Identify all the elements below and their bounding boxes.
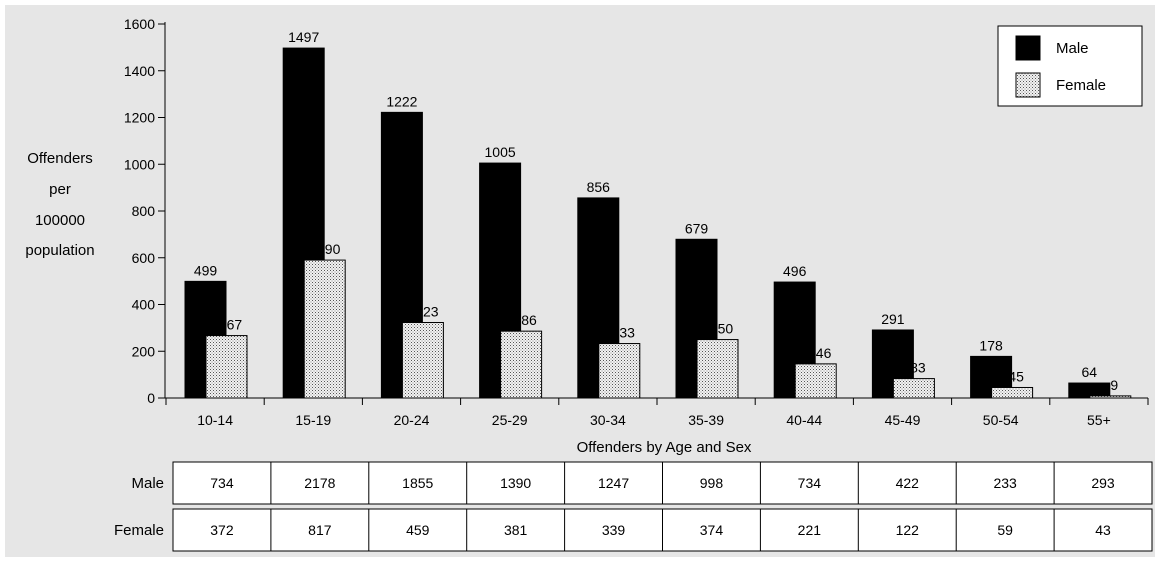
- table-cell: 2178: [304, 475, 335, 491]
- bar-female: [500, 330, 543, 399]
- y-axis-label-line: per: [49, 181, 71, 198]
- data-label-male: 856: [587, 179, 611, 195]
- data-label-male: 496: [783, 263, 807, 279]
- table-cell: 817: [308, 522, 332, 538]
- bar-female: [991, 386, 1034, 399]
- data-label-female: 267: [219, 317, 243, 333]
- table-cell: 459: [406, 522, 430, 538]
- table-cell: 293: [1091, 475, 1115, 491]
- data-label-male: 64: [1082, 364, 1098, 380]
- bar-female: [794, 363, 837, 399]
- y-axis-label-line: population: [25, 242, 94, 259]
- bar-female: [303, 259, 346, 399]
- legend-swatch-male: [1015, 35, 1041, 61]
- data-label-female: 146: [808, 345, 832, 361]
- table-row-label: Female: [114, 522, 164, 539]
- x-tick-label: 45-49: [885, 412, 921, 428]
- y-axis-label-line: Offenders: [27, 150, 93, 167]
- data-label-male: 291: [881, 311, 905, 327]
- data-label-male: 1005: [485, 144, 516, 160]
- table-cell: 422: [896, 475, 920, 491]
- table-cell: 1855: [402, 475, 433, 491]
- table-cell: 998: [700, 475, 724, 491]
- data-label-female: 83: [910, 360, 926, 376]
- bar-female: [598, 343, 641, 399]
- y-tick-label: 600: [132, 250, 156, 266]
- x-tick-label: 35-39: [688, 412, 724, 428]
- table-cell: 43: [1095, 522, 1111, 538]
- y-axis: 0 200 400 600 800 1000 1200 1400 1600: [124, 16, 166, 406]
- x-tick-label: 40-44: [786, 412, 822, 428]
- data-label-female: 233: [612, 325, 636, 341]
- data-label-male: 178: [979, 337, 1003, 353]
- bar-female: [892, 378, 935, 399]
- y-axis-label-line: 100000: [35, 212, 85, 229]
- x-tick-label: 25-29: [492, 412, 528, 428]
- table-cell: 59: [997, 522, 1013, 538]
- bar-female: [205, 335, 248, 399]
- data-label-female: 9: [1110, 377, 1118, 393]
- y-tick-label: 0: [147, 390, 155, 406]
- bar-female: [401, 321, 444, 399]
- table-cell: 339: [602, 522, 626, 538]
- x-tick-label: 10-14: [197, 412, 233, 428]
- y-tick-label: 1200: [124, 110, 155, 126]
- y-tick-label: 1000: [124, 156, 155, 172]
- table-cell: 734: [798, 475, 822, 491]
- data-label-female: 250: [710, 321, 734, 337]
- table-row-label: Male: [131, 475, 164, 492]
- y-tick-label: 1600: [124, 16, 155, 32]
- x-tick-label: 55+: [1087, 412, 1111, 428]
- table-cell: 372: [210, 522, 234, 538]
- legend-label-male: Male: [1056, 40, 1089, 57]
- data-label-male: 499: [194, 262, 218, 278]
- table-cell: 233: [993, 475, 1017, 491]
- data-label-male: 1222: [386, 93, 417, 109]
- data-label-female: 323: [415, 303, 439, 319]
- legend-label-female: Female: [1056, 77, 1106, 94]
- data-label-male: 679: [685, 220, 709, 236]
- x-axis-label: Offenders by Age and Sex: [577, 439, 752, 456]
- table-cell: 381: [504, 522, 528, 538]
- table-cell: 122: [896, 522, 920, 538]
- table-cell: 1390: [500, 475, 531, 491]
- y-axis-label: Offenders per 100000 population: [25, 150, 94, 259]
- x-tick-label: 20-24: [394, 412, 430, 428]
- x-axis: 10-14 15-19 20-24 25-29 30-34 35-39 40-44 45-49…: [165, 397, 1149, 428]
- data-label-female: 45: [1008, 368, 1024, 384]
- data-table: Male 734 2178 1855 1390 1247 998 734 422 233 293 Fe…: [114, 461, 1153, 552]
- legend-swatch-female: [1015, 72, 1041, 98]
- data-label-female: 286: [513, 312, 537, 328]
- table-cell: 1247: [598, 475, 629, 491]
- y-tick-label: 200: [132, 343, 156, 359]
- data-label-male: 1497: [288, 29, 319, 45]
- table-cell: 734: [210, 475, 234, 491]
- table-cell: 221: [798, 522, 822, 538]
- y-tick-label: 400: [132, 297, 156, 313]
- bars: 499 267 1497 590 1222 323 1005 286 856 233 679 250 4…: [184, 29, 1132, 399]
- data-label-female: 590: [317, 241, 341, 257]
- bar-female: [696, 339, 739, 399]
- y-tick-label: 1400: [124, 63, 155, 79]
- table-cell: 374: [700, 522, 724, 538]
- y-tick-label: 800: [132, 203, 156, 219]
- x-tick-label: 15-19: [295, 412, 331, 428]
- x-tick-label: 30-34: [590, 412, 626, 428]
- x-tick-label: 50-54: [983, 412, 1019, 428]
- legend: Male Female: [997, 25, 1143, 107]
